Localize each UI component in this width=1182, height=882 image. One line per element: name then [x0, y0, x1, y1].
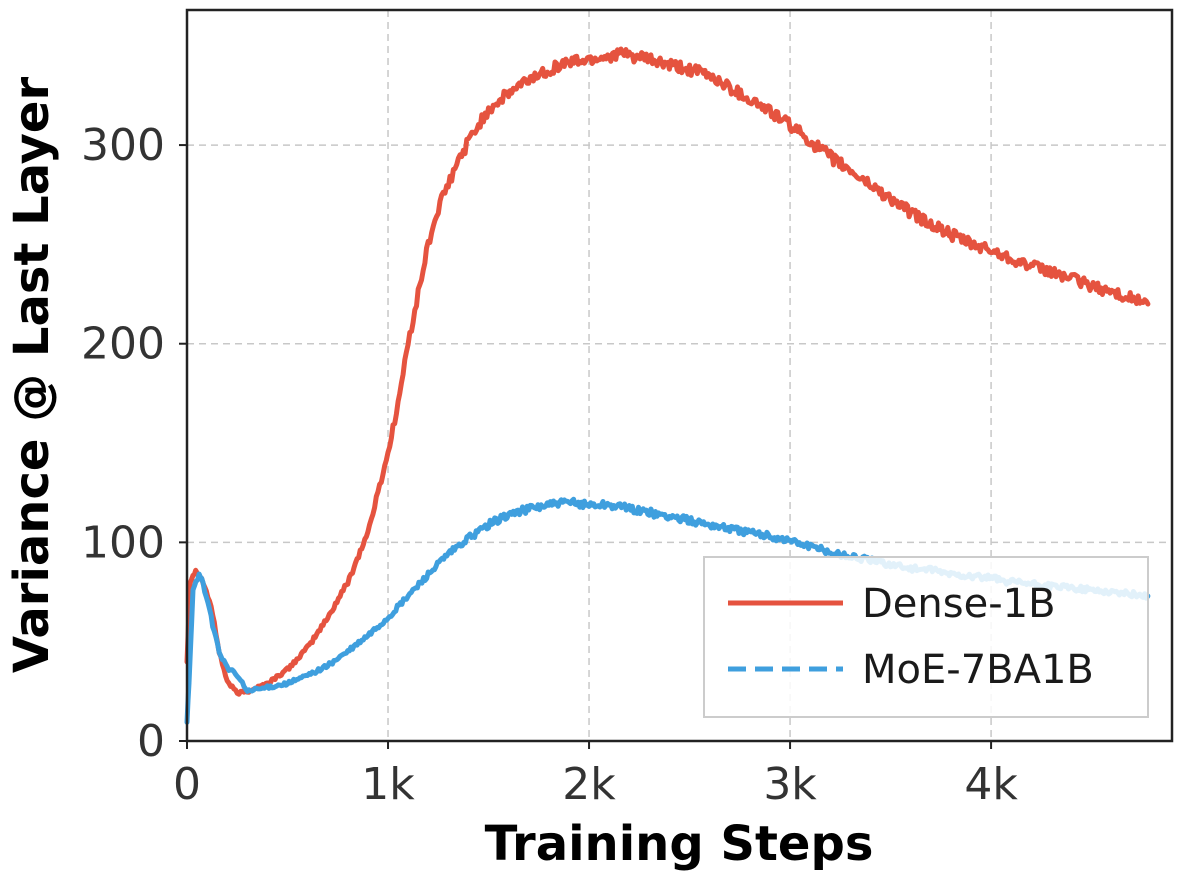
x-tick-label: 3k — [763, 759, 817, 810]
x-tick-label: 0 — [173, 759, 201, 810]
y-tick-label: 300 — [81, 120, 165, 171]
series-line-dense-1b — [184, 46, 1151, 697]
y-tick-label: 100 — [81, 517, 165, 568]
x-axis-title: Training Steps — [485, 816, 874, 872]
axis-ticks: 0 1k 2k 3k 4k 0 100 200 300 — [81, 120, 1018, 810]
x-tick-label: 4k — [964, 759, 1018, 810]
grid — [187, 10, 1172, 741]
x-tick-label: 1k — [361, 759, 415, 810]
y-tick-label: 0 — [137, 716, 165, 767]
legend-box — [703, 556, 1149, 718]
plot-frame — [185, 8, 1174, 743]
legend: Dense-1B MoE-7BA1B — [703, 556, 1149, 718]
legend-label-dense-1b: Dense-1B — [862, 581, 1056, 627]
x-tick-label: 2k — [562, 759, 616, 810]
legend-label-moe-7ba1b: MoE-7BA1B — [862, 647, 1094, 693]
y-tick-label: 200 — [81, 319, 165, 370]
y-axis-title: Variance @ Last Layer — [4, 77, 60, 674]
